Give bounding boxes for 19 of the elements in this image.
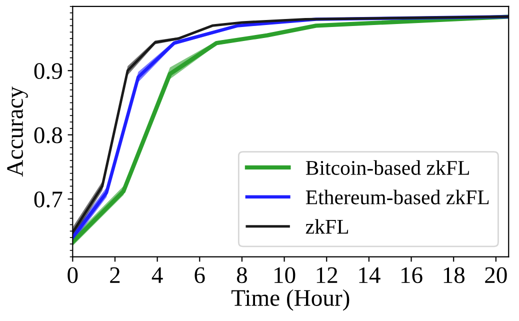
legend-label: Ethereum-based zkFL [306,190,489,204]
x-tick-label: 12 [316,267,338,283]
y-tick-label: 0.8 [34,127,62,144]
x-axis-title: Time (Hour) [231,289,350,311]
x-tick-label: 18 [444,267,464,284]
x-tick-label: 4 [152,267,163,283]
x-tick-label: 16 [402,267,422,284]
x-tick-label: 8 [236,267,247,284]
x-tick-label: 10 [274,267,296,284]
y-tick-label: 0.7 [34,192,62,208]
x-tick-label: 2 [110,267,120,283]
x-tick-label: 14 [359,267,380,283]
y-axis-title: Accuracy [7,86,28,177]
x-tick-label: 0 [68,267,78,284]
legend-label: Bitcoin-based zkFL [306,160,469,175]
x-tick-label: 20 [485,267,507,284]
legend-label: zkFL [306,219,348,234]
x-tick-label: 6 [194,267,205,284]
y-tick-label: 0.9 [34,63,62,80]
